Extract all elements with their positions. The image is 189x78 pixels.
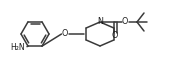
- Text: N: N: [97, 17, 103, 27]
- Text: H₂N: H₂N: [10, 43, 25, 52]
- Text: O: O: [62, 29, 68, 39]
- Text: O: O: [112, 32, 118, 40]
- Text: O: O: [122, 17, 128, 27]
